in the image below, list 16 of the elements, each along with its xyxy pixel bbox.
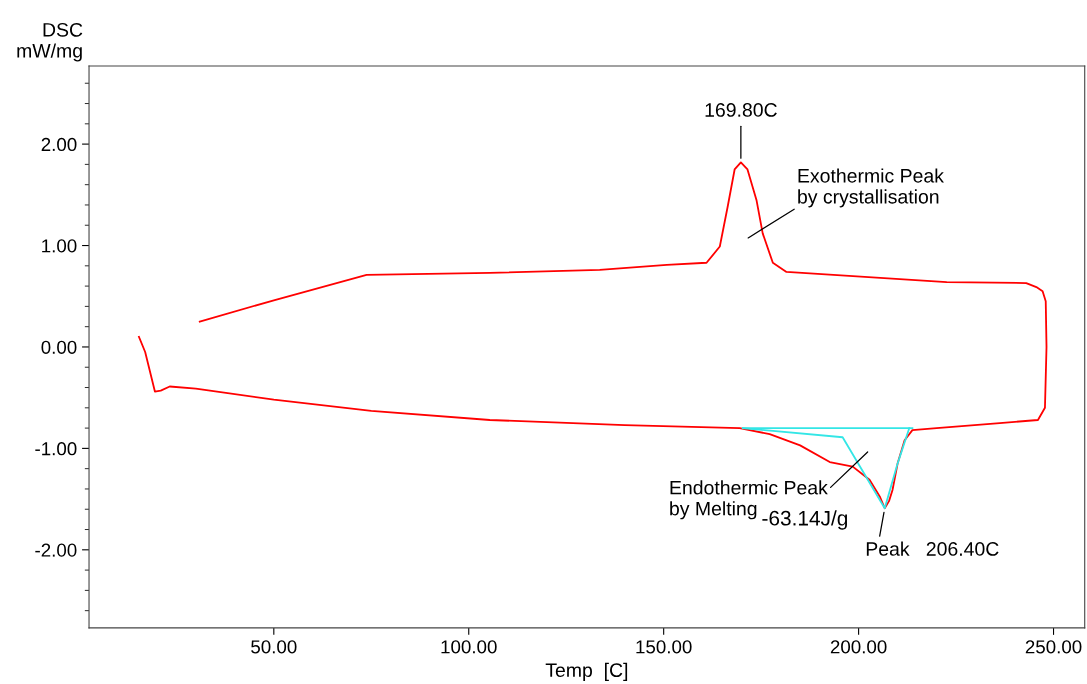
x-tick-label: 200.00 <box>830 640 887 654</box>
x-axis-title: Temp [C] <box>545 662 628 681</box>
annotation: Exothermic Peak by crystallisation <box>798 168 944 208</box>
annotation: -63.14J/g <box>762 510 848 530</box>
y-tick-label: 1.00 <box>42 239 77 253</box>
x-tick-label: 50.00 <box>251 640 297 654</box>
annotation: Peak 206.40C <box>866 541 999 556</box>
y-tick-label: -2.00 <box>35 543 77 557</box>
x-tick-label: 250.00 <box>1025 640 1082 654</box>
x-tick-label: 150.00 <box>636 640 692 654</box>
y-tick-label: -1.00 <box>35 442 77 456</box>
y-axis-title: DSC mW/mg <box>17 22 83 62</box>
y-tick-label: 0.00 <box>41 340 77 354</box>
annotation: 169.80C <box>705 103 777 117</box>
y-tick-label: 2.00 <box>41 137 77 152</box>
x-tick-label: 100.00 <box>441 640 497 654</box>
